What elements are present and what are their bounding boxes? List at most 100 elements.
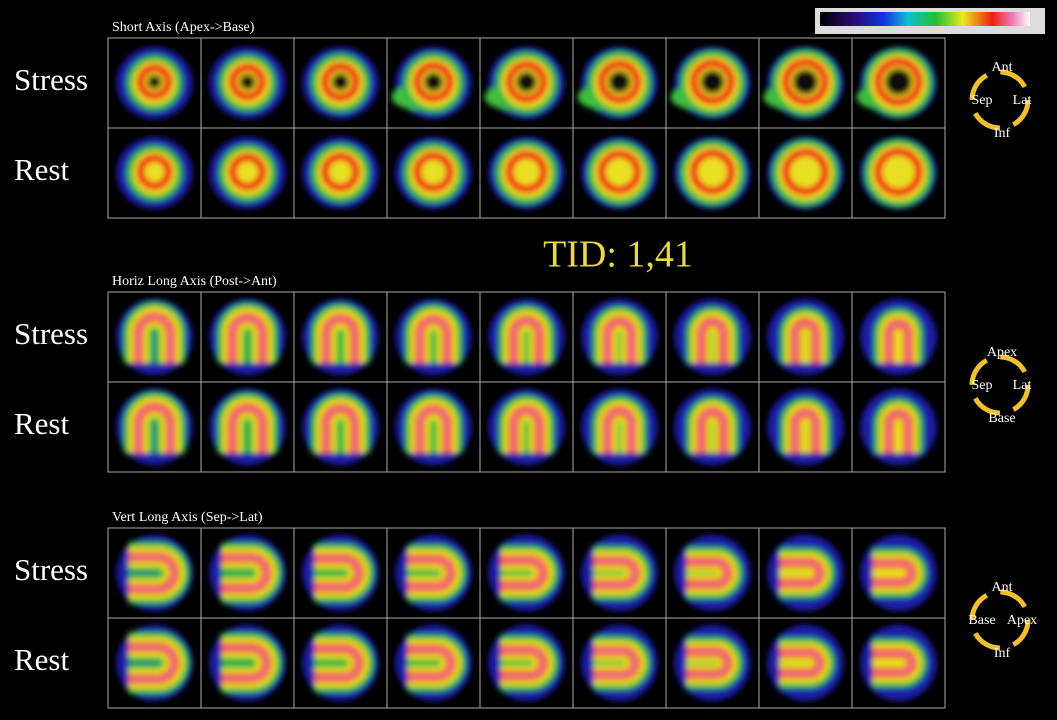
slice-image: [767, 137, 844, 209]
uptake-max: [689, 59, 736, 105]
uptake-max: [781, 58, 830, 106]
slice-image: [581, 625, 658, 701]
panel-title: Vert Long Axis (Sep->Lat): [112, 510, 263, 525]
slice-image: [488, 625, 565, 701]
uptake-peak: [500, 649, 545, 677]
panels: Short Axis (Apex->Base) Stress Rest Ant Sep L…: [14, 20, 1037, 709]
slice-image: [302, 535, 379, 611]
uptake-max: [413, 151, 454, 193]
panel-title: Short Axis (Apex->Base): [112, 20, 255, 35]
uptake-max: [136, 64, 173, 100]
cavity: [239, 164, 256, 180]
slice-image: [577, 47, 658, 119]
row-label: Stress: [14, 62, 88, 97]
slice-image: [767, 389, 844, 465]
cavity: [516, 71, 537, 93]
cavity: [424, 162, 443, 182]
slice-image: [763, 47, 844, 119]
cavity: [147, 75, 162, 89]
slice-image: [209, 625, 286, 701]
cavity: [424, 72, 443, 92]
orientation-right: Lat: [1013, 93, 1032, 108]
slice-image: [395, 535, 472, 611]
cavity: [885, 158, 912, 186]
slice-image: [302, 389, 379, 465]
uptake-peak: [779, 561, 821, 585]
slice-image: [767, 625, 844, 701]
cavity: [700, 70, 725, 94]
uptake-peak: [325, 407, 356, 453]
uptake-peak: [407, 648, 453, 678]
slice-image: [302, 299, 379, 375]
slice-image: [488, 389, 565, 465]
uptake-peak: [794, 321, 817, 363]
uptake-peak: [606, 410, 633, 453]
orientation-top: Ant: [992, 580, 1013, 595]
uptake-peak: [593, 650, 637, 676]
cavity: [331, 163, 350, 181]
slice-image: [391, 47, 472, 119]
orientation-top: Apex: [987, 345, 1017, 360]
uptake-peak: [325, 317, 356, 363]
slice-image: [116, 625, 193, 701]
slice-image: [767, 535, 844, 611]
slice-image: [116, 299, 193, 375]
cavity: [792, 69, 819, 95]
cavity: [147, 165, 162, 179]
slice-image: [674, 299, 751, 375]
slice-image: [116, 389, 193, 465]
slice-image: [581, 137, 658, 209]
uptake-max: [597, 150, 642, 194]
slice-frame: [851, 127, 946, 219]
uptake-peak: [872, 562, 914, 584]
uptake-peak: [512, 319, 541, 363]
uptake-peak: [700, 320, 725, 363]
uptake-max: [689, 149, 736, 195]
uptake-peak: [512, 409, 541, 453]
slice-image: [395, 389, 472, 465]
slice-image: [674, 389, 751, 465]
slice-image: [767, 299, 844, 375]
panel-title: Horiz Long Axis (Post->Ant): [112, 274, 277, 289]
uptake-peak: [872, 652, 914, 674]
uptake-max: [874, 57, 923, 107]
slice-image: [488, 535, 565, 611]
uptake-peak: [137, 406, 172, 453]
slice-image: [484, 47, 565, 119]
uptake-max: [781, 148, 830, 196]
slice-image: [674, 625, 751, 701]
slice-image: [860, 389, 937, 465]
orientation-ring: [969, 354, 1031, 416]
orientation-right: Lat: [1013, 378, 1032, 393]
slice-image: [860, 625, 937, 701]
slice-image: [670, 47, 751, 119]
uptake-max: [136, 154, 173, 190]
uptake-peak: [231, 316, 264, 363]
uptake-peak: [314, 647, 360, 679]
uptake-peak: [686, 560, 729, 586]
slice-image: [209, 535, 286, 611]
slice-image: [860, 299, 937, 375]
cavity: [239, 74, 256, 90]
uptake-max: [874, 147, 923, 197]
slice-image: [395, 299, 472, 375]
slice-image: [116, 47, 193, 119]
orientation-left: Sep: [972, 378, 993, 393]
slice-image: [860, 535, 937, 611]
uptake-peak: [500, 559, 545, 587]
slice-frame: [851, 617, 946, 709]
slice-image: [674, 535, 751, 611]
slice-image: [395, 625, 472, 701]
slice-image: [395, 137, 472, 209]
row-label: Stress: [14, 316, 88, 351]
cavity: [516, 161, 537, 183]
row-label: Stress: [14, 552, 88, 587]
uptake-peak: [593, 560, 637, 586]
slice-image: [488, 299, 565, 375]
cavity: [792, 159, 819, 185]
uptake-peak: [231, 406, 264, 453]
orientation-left: Base: [968, 613, 995, 628]
slice-image: [302, 47, 379, 119]
row-label: Rest: [14, 642, 70, 677]
uptake-peak: [686, 650, 729, 676]
